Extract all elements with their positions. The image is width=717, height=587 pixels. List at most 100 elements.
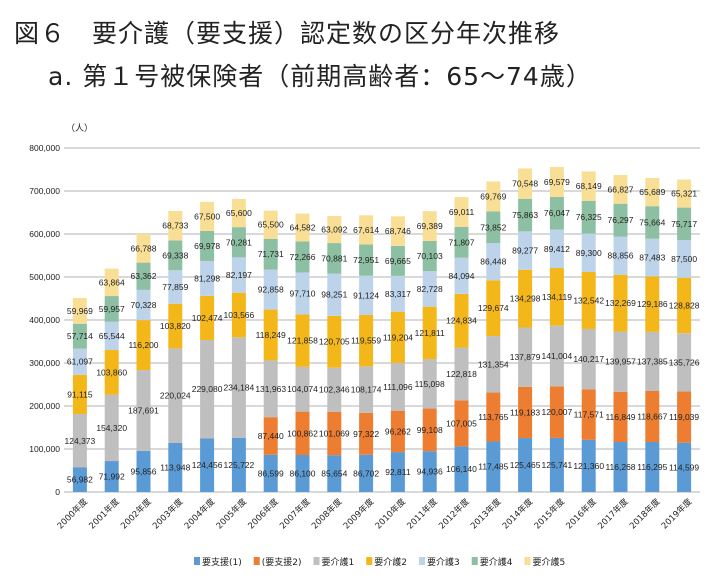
y-tick-label: 100,000 <box>29 444 60 454</box>
bar-segment <box>645 276 660 332</box>
bar-segment <box>518 269 533 328</box>
bar-segment <box>518 386 533 439</box>
x-tick-label: 2018年度 <box>627 496 662 531</box>
data-label: 116,268 <box>605 462 635 472</box>
bar-segment <box>454 226 469 258</box>
x-tick-label: 2015年度 <box>532 496 567 531</box>
bar-segment <box>549 229 564 269</box>
bar-segment <box>136 289 151 321</box>
data-label: 137,385 <box>637 356 668 366</box>
data-label: 69,338 <box>162 250 188 260</box>
y-tick-label: 300,000 <box>29 358 60 368</box>
data-label: 68,746 <box>385 226 411 236</box>
data-label: 70,281 <box>226 237 252 247</box>
bar-segment <box>327 215 342 244</box>
data-label: 75,863 <box>512 210 538 220</box>
bar-segment <box>136 233 151 263</box>
bar-segment <box>518 327 533 387</box>
x-tick-label: 2019年度 <box>659 496 694 531</box>
bar-segment <box>359 412 374 455</box>
bar-segment <box>645 206 660 239</box>
data-label: 119,204 <box>383 332 413 342</box>
data-label: 82,197 <box>226 270 252 280</box>
data-label: 76,297 <box>608 215 634 225</box>
data-label: 87,483 <box>639 253 665 263</box>
x-tick-label: 2014年度 <box>500 496 535 531</box>
data-label: 66,788 <box>131 243 157 253</box>
data-label: 63,092 <box>321 225 347 235</box>
bar-segment <box>390 275 405 312</box>
x-tick-label: 2006年度 <box>246 496 281 531</box>
bar-segment <box>390 452 405 492</box>
bar-segment <box>104 268 119 297</box>
data-label: 119,559 <box>351 336 381 346</box>
bar-segment <box>422 359 437 409</box>
legend-entry: 要介護3 <box>427 556 460 568</box>
x-tick-label: 2000年度 <box>55 496 90 531</box>
bar-segment <box>390 216 405 246</box>
data-label: 65,321 <box>671 189 697 199</box>
data-label: 65,600 <box>226 208 252 218</box>
data-label: 65,500 <box>258 220 284 230</box>
data-label: 63,864 <box>99 277 125 287</box>
data-label: 89,412 <box>544 244 570 254</box>
bar-segment <box>486 181 501 212</box>
y-tick-label: 0 <box>55 487 60 497</box>
data-label: 76,325 <box>576 212 602 222</box>
legend-entry: 要介護4 <box>480 556 513 568</box>
bar-segment <box>295 314 310 367</box>
bar-segment <box>136 320 151 371</box>
bar-segment <box>327 411 342 456</box>
data-label: 86,599 <box>258 468 284 478</box>
bar-segment <box>359 366 374 413</box>
bar-segment <box>263 454 278 492</box>
bar-segment <box>549 325 564 387</box>
x-tick-label: 2005年度 <box>214 496 249 531</box>
data-label: 98,251 <box>321 290 347 300</box>
data-label: 92,811 <box>385 467 411 477</box>
bar-segment <box>72 414 87 468</box>
data-label: 59,969 <box>67 306 93 316</box>
y-unit-label: （人） <box>66 123 93 134</box>
x-tick-label: 2007年度 <box>278 496 313 531</box>
bar-segment <box>104 461 119 492</box>
data-label: 71,731 <box>258 249 284 259</box>
bar-segment <box>613 274 628 332</box>
bar-segment <box>136 262 151 290</box>
bar-segment <box>645 331 660 391</box>
bar-segment <box>581 200 596 234</box>
data-label: 187,691 <box>128 405 159 415</box>
bar-segment <box>200 260 215 296</box>
bar-segment <box>677 179 692 208</box>
data-label: 132,542 <box>573 295 604 305</box>
data-label: 129,186 <box>637 299 668 309</box>
data-label: 76,047 <box>544 208 570 218</box>
bar-segment <box>231 292 246 338</box>
data-label: 124,373 <box>65 436 96 446</box>
data-label: 125,722 <box>224 460 255 470</box>
bar-segment <box>581 171 596 201</box>
data-label: 91,124 <box>353 290 379 300</box>
data-label: 141,004 <box>542 351 573 361</box>
bar-segment <box>295 454 310 492</box>
bar-segment <box>645 390 660 442</box>
data-label: 131,354 <box>478 359 509 369</box>
data-label: 131,963 <box>255 384 286 394</box>
bar-segment <box>454 197 469 227</box>
data-label: 116,849 <box>605 412 635 422</box>
bar-segment <box>200 339 215 439</box>
bar-segment <box>295 272 310 315</box>
bar-segment <box>390 410 405 453</box>
y-tick-label: 700,000 <box>29 186 60 196</box>
bar-segment <box>581 389 596 440</box>
bar-segment <box>72 348 87 375</box>
data-label: 72,951 <box>353 255 379 265</box>
bar-segment <box>549 386 564 438</box>
data-label: 134,119 <box>542 292 572 302</box>
bar-segment <box>549 196 564 230</box>
data-label: 118,667 <box>637 411 667 421</box>
bar-segment <box>295 366 310 412</box>
data-label: 113,948 <box>160 463 190 473</box>
bar-segment <box>168 270 183 304</box>
